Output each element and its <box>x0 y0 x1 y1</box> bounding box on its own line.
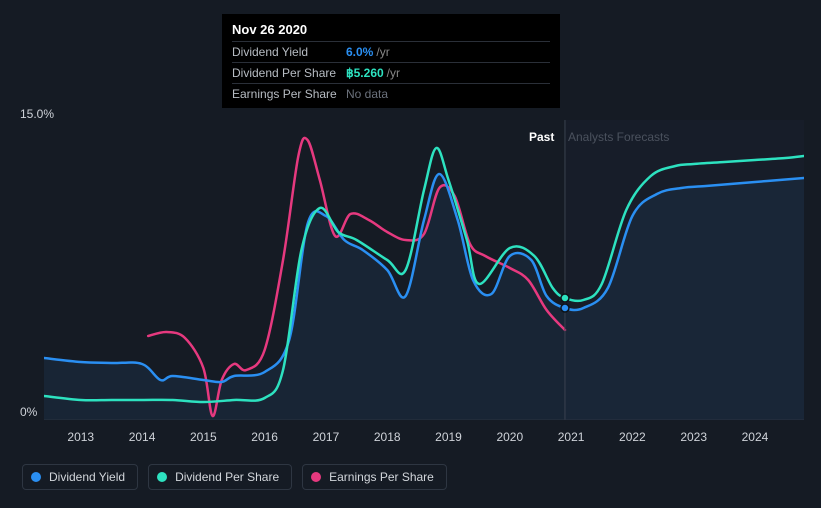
x-axis-tick-label: 2014 <box>129 430 156 444</box>
x-axis-tick-label: 2017 <box>313 430 340 444</box>
x-axis-tick-label: 2015 <box>190 430 217 444</box>
tooltip-row: Earnings Per Share No data <box>232 83 550 104</box>
x-axis-tick-label: 2020 <box>496 430 523 444</box>
tooltip-row-label: Dividend Per Share <box>232 66 346 80</box>
legend-label: Earnings Per Share <box>329 470 434 484</box>
tooltip-row-label: Earnings Per Share <box>232 87 346 101</box>
tooltip-row-value: No data <box>346 87 388 101</box>
legend-swatch <box>311 472 321 482</box>
x-axis-tick-label: 2022 <box>619 430 646 444</box>
line-chart[interactable] <box>44 120 804 420</box>
x-axis-tick-label: 2013 <box>67 430 94 444</box>
x-axis-tick-label: 2024 <box>742 430 769 444</box>
tooltip-row-suffix: /yr <box>376 45 389 59</box>
tooltip-row-value: 6.0% <box>346 45 373 59</box>
x-axis-tick-label: 2019 <box>435 430 462 444</box>
tooltip-row: Dividend Yield 6.0% /yr <box>232 41 550 62</box>
legend-item-dividend-per-share[interactable]: Dividend Per Share <box>148 464 292 490</box>
tooltip-row-value: ฿5.260 <box>346 66 384 80</box>
x-axis-tick-label: 2016 <box>251 430 278 444</box>
legend-label: Dividend Per Share <box>175 470 279 484</box>
x-axis-tick-label: 2023 <box>680 430 707 444</box>
tooltip-row: Dividend Per Share ฿5.260 /yr <box>232 62 550 83</box>
legend-item-dividend-yield[interactable]: Dividend Yield <box>22 464 138 490</box>
legend: Dividend Yield Dividend Per Share Earnin… <box>22 464 447 490</box>
legend-label: Dividend Yield <box>49 470 125 484</box>
x-axis-tick-label: 2021 <box>558 430 585 444</box>
y-axis-tick-label: 0% <box>20 405 37 419</box>
x-axis-tick-label: 2018 <box>374 430 401 444</box>
y-axis-tick-label: 15.0% <box>20 107 54 121</box>
legend-swatch <box>157 472 167 482</box>
tooltip-date: Nov 26 2020 <box>232 20 550 41</box>
legend-item-earnings-per-share[interactable]: Earnings Per Share <box>302 464 447 490</box>
tooltip-row-suffix: /yr <box>387 66 400 80</box>
tooltip-row-label: Dividend Yield <box>232 45 346 59</box>
chart-tooltip: Nov 26 2020 Dividend Yield 6.0% /yr Divi… <box>222 14 560 108</box>
legend-swatch <box>31 472 41 482</box>
